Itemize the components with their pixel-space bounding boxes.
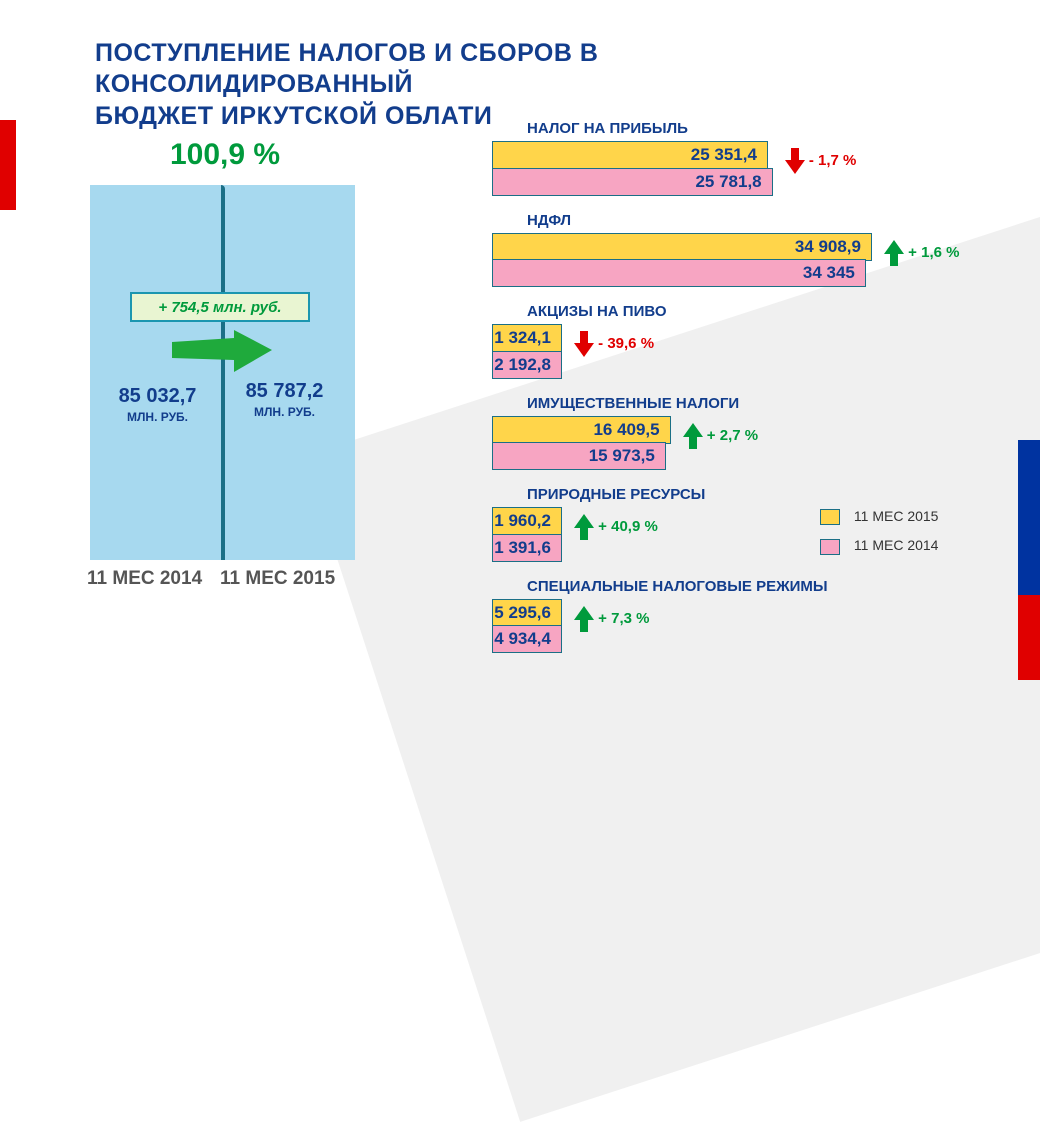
bar-2014-value: 25 781,8 xyxy=(695,172,761,192)
percent-change: + 1,6 % xyxy=(884,240,959,266)
category-bars: НАЛОГ НА ПРИБЫЛЬ 25 351,4 25 781,8 - 1,7… xyxy=(492,120,1022,669)
category-0: НАЛОГ НА ПРИБЫЛЬ 25 351,4 25 781,8 - 1,7… xyxy=(492,120,1022,196)
bar-2014: 2 192,8 xyxy=(492,351,562,379)
bar-2015-value: 34 908,9 xyxy=(795,237,861,257)
difference-badge: + 754,5 млн. руб. xyxy=(130,292,310,322)
xlabel-2014: 11 МЕС 2014 xyxy=(87,568,202,590)
category-3: ИМУЩЕСТВЕННЫЕ НАЛОГИ 16 409,5 15 973,5 +… xyxy=(492,395,1022,471)
chart-divider xyxy=(221,185,225,560)
bar-2015: 5 295,6 xyxy=(492,599,562,627)
title-line-2: БЮДЖЕТ ИРКУТСКОЙ ОБЛАТИ xyxy=(95,102,492,130)
pct-text: + 1,6 % xyxy=(908,243,959,260)
bar-2015: 16 409,5 xyxy=(492,416,671,444)
legend-2015-label: 11 МЕС 2015 xyxy=(854,508,939,524)
pct-text: - 1,7 % xyxy=(809,152,857,169)
percent-change: + 40,9 % xyxy=(574,514,658,540)
percent-change: - 1,7 % xyxy=(785,148,857,174)
category-2: АКЦИЗЫ НА ПИВО 1 324,1 2 192,8 - 39,6 % xyxy=(492,303,1022,379)
bar-2015-value: 16 409,5 xyxy=(593,420,659,440)
category-label: НДФЛ xyxy=(527,212,1022,229)
bar-2014-value: 15 973,5 xyxy=(589,446,655,466)
legend-2015: 11 МЕС 2015 xyxy=(820,508,938,525)
percent-change: + 2,7 % xyxy=(683,423,758,449)
percent-change: - 39,6 % xyxy=(574,331,654,357)
pct-text: + 7,3 % xyxy=(598,609,649,626)
bar-2014: 25 781,8 xyxy=(492,168,773,196)
bar-2015-value: 25 351,4 xyxy=(691,145,757,165)
totals-chart: 85 032,7 МЛН. РУБ. 85 787,2 МЛН. РУБ. xyxy=(90,185,355,560)
legend-2014-label: 11 МЕС 2014 xyxy=(854,537,939,553)
total-2014: 85 032,7 МЛН. РУБ. xyxy=(100,385,215,424)
legend: 11 МЕС 2015 11 МЕС 2014 xyxy=(820,508,938,567)
left-accent-red xyxy=(0,120,16,210)
xlabel-2015: 11 МЕС 2015 xyxy=(220,568,335,590)
percent-change: + 7,3 % xyxy=(574,606,649,632)
swatch-2015 xyxy=(820,509,840,525)
total-2014-value: 85 032,7 xyxy=(119,385,197,407)
category-label: АКЦИЗЫ НА ПИВО xyxy=(527,303,1022,320)
category-label: НАЛОГ НА ПРИБЫЛЬ xyxy=(527,120,1022,137)
legend-2014: 11 МЕС 2014 xyxy=(820,537,938,554)
bar-2014-value: 4 934,4 xyxy=(494,629,551,649)
bar-2014: 1 391,6 xyxy=(492,534,562,562)
total-2015-unit: МЛН. РУБ. xyxy=(227,405,342,419)
category-1: НДФЛ 34 908,9 34 345 + 1,6 % xyxy=(492,212,1022,288)
bar-2015: 25 351,4 xyxy=(492,141,768,169)
bar-2014-value: 2 192,8 xyxy=(494,355,551,375)
total-2015: 85 787,2 МЛН. РУБ. xyxy=(227,380,342,419)
bar-2014-value: 1 391,6 xyxy=(494,538,551,558)
total-2015-value: 85 787,2 xyxy=(246,380,324,402)
bar-2015-value: 5 295,6 xyxy=(494,603,551,623)
growth-arrow-icon xyxy=(172,330,272,372)
overall-percent: 100,9 % xyxy=(170,138,280,172)
bar-2015-value: 1 960,2 xyxy=(494,511,551,531)
category-label: ПРИРОДНЫЕ РЕСУРСЫ xyxy=(527,486,1022,503)
bar-2014: 34 345 xyxy=(492,259,866,287)
category-4: ПРИРОДНЫЕ РЕСУРСЫ 1 960,2 1 391,6 + 40,9… xyxy=(492,486,1022,562)
bar-2015: 1 324,1 xyxy=(492,324,562,352)
bar-2015-value: 1 324,1 xyxy=(494,328,551,348)
category-5: СПЕЦИАЛЬНЫЕ НАЛОГОВЫЕ РЕЖИМЫ 5 295,6 4 9… xyxy=(492,578,1022,654)
category-label: СПЕЦИАЛЬНЫЕ НАЛОГОВЫЕ РЕЖИМЫ xyxy=(527,578,1022,595)
title-line-1: ПОСТУПЛЕНИЕ НАЛОГОВ И СБОРОВ В КОНСОЛИДИ… xyxy=(95,39,598,98)
pct-text: - 39,6 % xyxy=(598,335,654,352)
bar-2014: 4 934,4 xyxy=(492,625,562,653)
bar-2015: 1 960,2 xyxy=(492,507,562,535)
bar-2014-value: 34 345 xyxy=(803,263,855,283)
swatch-2014 xyxy=(820,539,840,555)
bar-2015: 34 908,9 xyxy=(492,233,872,261)
bar-2014: 15 973,5 xyxy=(492,442,666,470)
total-2014-unit: МЛН. РУБ. xyxy=(100,410,215,424)
category-label: ИМУЩЕСТВЕННЫЕ НАЛОГИ xyxy=(527,395,1022,412)
pct-text: + 40,9 % xyxy=(598,518,658,535)
page-title: ПОСТУПЛЕНИЕ НАЛОГОВ И СБОРОВ В КОНСОЛИДИ… xyxy=(95,38,915,132)
pct-text: + 2,7 % xyxy=(707,426,758,443)
